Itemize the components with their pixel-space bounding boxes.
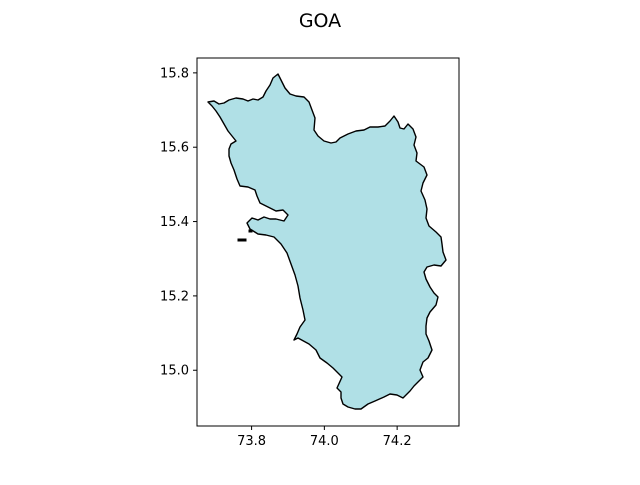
goa-region <box>207 73 447 410</box>
axes-frame <box>196 57 460 427</box>
islet <box>248 229 253 233</box>
y-tick-label: 15.2 <box>160 289 189 304</box>
x-tick-label: 74.2 <box>383 434 412 449</box>
y-tick-label: 15.8 <box>160 66 189 81</box>
map-title: GOA <box>298 10 342 32</box>
y-tick-label: 15.0 <box>160 364 189 379</box>
x-axis: 73.8 74.0 74.2 <box>237 426 412 449</box>
x-tick-label: 73.8 <box>237 434 266 449</box>
y-tick-label: 15.6 <box>160 141 189 156</box>
y-tick-label: 15.4 <box>160 215 189 230</box>
y-axis: 15.8 15.6 15.4 15.2 15.0 <box>160 66 197 379</box>
x-tick-label: 74.0 <box>310 434 339 449</box>
islet <box>237 238 247 242</box>
